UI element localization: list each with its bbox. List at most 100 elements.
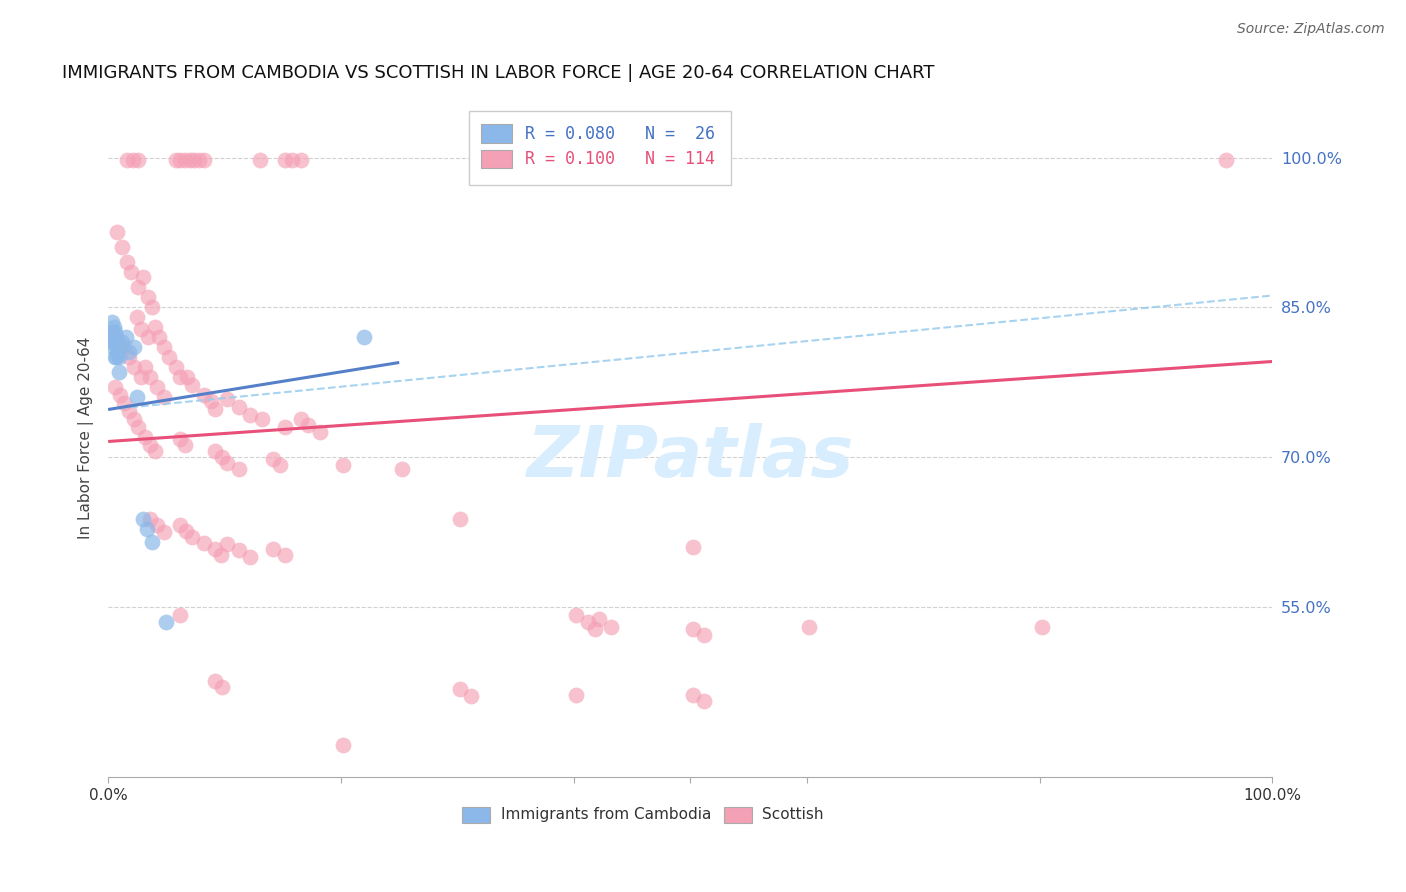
Point xyxy=(134,430,156,444)
Point xyxy=(269,458,291,473)
Point xyxy=(134,360,156,375)
Point xyxy=(148,330,170,344)
Point xyxy=(136,291,159,305)
Point xyxy=(169,433,191,447)
Point xyxy=(143,320,166,334)
Point xyxy=(211,450,233,465)
Point xyxy=(127,391,149,405)
Point xyxy=(107,226,129,240)
Point xyxy=(143,444,166,458)
Point xyxy=(127,153,149,167)
Point xyxy=(139,370,162,384)
Point xyxy=(565,689,588,703)
Point xyxy=(122,360,145,375)
Point xyxy=(228,462,250,476)
Point xyxy=(129,322,152,336)
Point xyxy=(169,370,191,384)
Point xyxy=(114,330,136,344)
Text: Source: ZipAtlas.com: Source: ZipAtlas.com xyxy=(1237,22,1385,37)
FancyBboxPatch shape xyxy=(724,806,752,823)
Point xyxy=(209,549,232,563)
Point xyxy=(274,420,297,434)
FancyBboxPatch shape xyxy=(470,112,731,185)
Point xyxy=(132,512,155,526)
Point xyxy=(181,531,204,545)
Point xyxy=(104,380,127,394)
Point xyxy=(169,608,191,623)
Point xyxy=(122,341,145,355)
Point xyxy=(332,458,354,473)
Text: R = 0.080   N =  26: R = 0.080 N = 26 xyxy=(524,125,716,143)
Text: Scottish: Scottish xyxy=(762,807,824,822)
Point xyxy=(165,153,187,167)
Point xyxy=(115,255,138,269)
Text: ZIPatlas: ZIPatlas xyxy=(527,424,853,492)
Point xyxy=(193,153,215,167)
Text: IMMIGRANTS FROM CAMBODIA VS SCOTTISH IN LABOR FORCE | AGE 20-64 CORRELATION CHAR: IMMIGRANTS FROM CAMBODIA VS SCOTTISH IN … xyxy=(62,64,934,82)
Point xyxy=(100,316,122,330)
Point xyxy=(107,345,129,359)
Point xyxy=(153,391,176,405)
Point xyxy=(103,320,125,334)
Point xyxy=(100,330,122,344)
Point xyxy=(118,404,141,418)
Point xyxy=(115,153,138,167)
Point xyxy=(107,366,129,380)
Point xyxy=(127,310,149,325)
Point xyxy=(103,335,125,350)
Point xyxy=(181,378,204,392)
FancyBboxPatch shape xyxy=(463,806,491,823)
Point xyxy=(565,608,588,623)
Point xyxy=(169,518,191,533)
Point xyxy=(127,280,149,294)
Point xyxy=(449,682,471,697)
Point xyxy=(188,153,211,167)
Point xyxy=(600,620,623,634)
FancyBboxPatch shape xyxy=(481,124,512,143)
Point xyxy=(108,388,131,402)
Point xyxy=(281,153,304,167)
Point xyxy=(215,537,238,551)
Point xyxy=(146,518,169,533)
Point xyxy=(129,370,152,384)
Text: Immigrants from Cambodia: Immigrants from Cambodia xyxy=(501,807,711,822)
Point xyxy=(204,444,226,458)
Point xyxy=(682,541,704,555)
Y-axis label: In Labor Force | Age 20-64: In Labor Force | Age 20-64 xyxy=(79,336,94,539)
Point xyxy=(290,153,312,167)
Point xyxy=(183,153,205,167)
Point xyxy=(249,153,271,167)
Point xyxy=(165,360,187,375)
Point xyxy=(141,535,163,549)
Point xyxy=(118,351,141,365)
Point xyxy=(228,401,250,415)
Point xyxy=(353,330,375,344)
Point xyxy=(127,420,149,434)
Point xyxy=(104,326,127,340)
Point xyxy=(1031,620,1053,634)
Point xyxy=(309,425,332,440)
Point xyxy=(121,153,143,167)
Point xyxy=(193,536,215,550)
Point xyxy=(114,341,136,355)
Point xyxy=(118,345,141,359)
Point xyxy=(204,402,226,417)
Point xyxy=(332,739,354,753)
Point xyxy=(153,525,176,540)
Point xyxy=(114,396,136,410)
Point xyxy=(174,153,197,167)
Point xyxy=(107,335,129,350)
Point xyxy=(588,612,610,626)
Point xyxy=(105,330,128,344)
Point xyxy=(204,674,226,689)
Point xyxy=(169,153,191,167)
Point xyxy=(176,370,198,384)
Point xyxy=(297,418,319,433)
Point xyxy=(105,351,128,365)
Point xyxy=(193,388,215,402)
Point xyxy=(179,153,201,167)
Point xyxy=(141,301,163,315)
Point xyxy=(290,412,312,426)
Text: R = 0.100   N = 114: R = 0.100 N = 114 xyxy=(524,150,716,168)
Point xyxy=(100,335,122,350)
